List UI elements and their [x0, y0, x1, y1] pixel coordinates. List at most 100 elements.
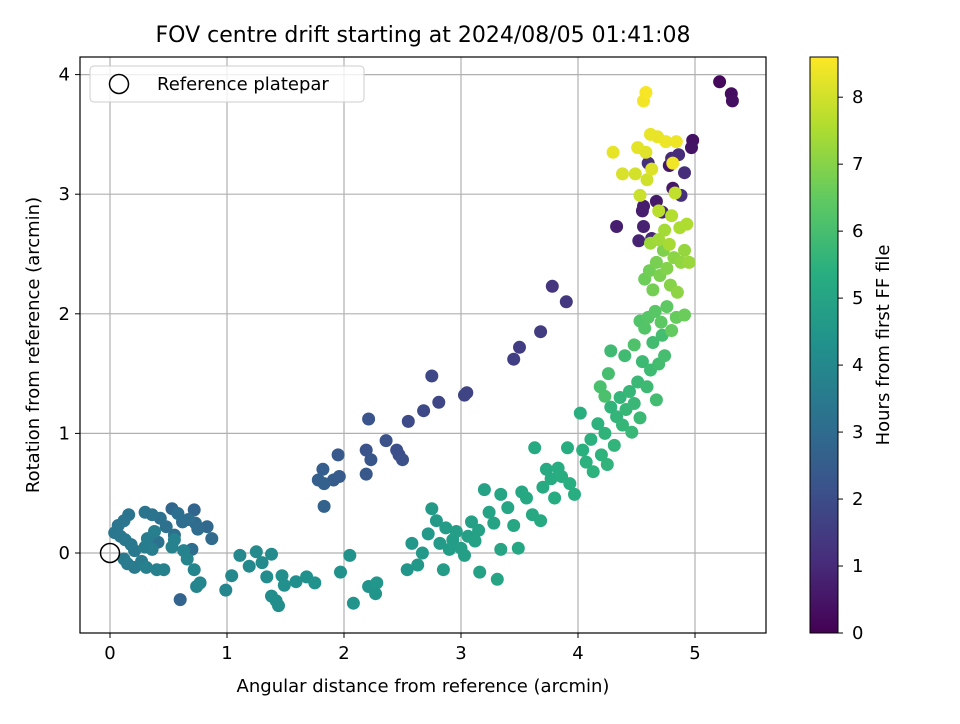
data-point: [316, 462, 330, 476]
data-point: [665, 209, 679, 223]
data-point: [359, 467, 373, 481]
data-point: [187, 503, 201, 517]
x-axis-label: Angular distance from reference (arcmin): [237, 676, 610, 697]
data-point: [171, 507, 185, 520]
data-point: [682, 255, 696, 269]
colorbar-label: Hours from first FF file: [873, 245, 894, 446]
data-point: [458, 388, 471, 402]
data-point: [618, 349, 632, 363]
legend: Reference platepar: [89, 65, 365, 103]
data-point: [563, 477, 577, 491]
data-point: [678, 166, 691, 180]
data-point: [396, 453, 409, 467]
colorbar-tick-label: 0: [852, 623, 863, 644]
data-point: [601, 367, 615, 381]
data-point: [639, 86, 653, 99]
data-point: [128, 544, 142, 558]
data-point: [678, 308, 691, 322]
data-point: [180, 552, 194, 566]
chart-title: FOV centre drift starting at 2024/08/05 …: [156, 23, 691, 48]
data-point: [573, 406, 587, 420]
data-point: [425, 502, 439, 516]
data-point: [138, 505, 152, 519]
data-point: [623, 385, 636, 398]
data-point: [685, 141, 698, 155]
data-point: [359, 443, 373, 457]
data-point: [713, 75, 727, 89]
data-point: [477, 483, 491, 497]
data-point: [548, 491, 562, 505]
data-point: [317, 499, 331, 513]
data-point: [167, 533, 181, 547]
data-point: [432, 395, 446, 409]
data-point: [421, 527, 435, 541]
data-point: [640, 380, 654, 394]
data-point: [633, 188, 647, 202]
data-point: [225, 569, 239, 583]
data-point: [680, 217, 694, 231]
data-point: [507, 352, 521, 366]
data-point: [193, 576, 207, 590]
data-point: [255, 556, 269, 570]
colorbar-gradient: [809, 56, 839, 634]
data-point: [646, 283, 660, 297]
data-point: [579, 455, 593, 469]
data-point: [417, 404, 431, 418]
data-point: [260, 570, 274, 584]
data-point: [598, 389, 612, 403]
data-point: [637, 220, 650, 233]
colorbar-tick-label: 4: [852, 355, 863, 376]
data-point: [346, 596, 360, 610]
colorbar-tick-label: 1: [852, 556, 863, 577]
data-point: [598, 426, 612, 440]
data-point: [458, 548, 471, 562]
legend-label: Reference platepar: [157, 74, 329, 95]
data-point: [635, 204, 649, 218]
data-point: [139, 560, 153, 574]
data-point: [157, 563, 171, 577]
data-point: [545, 279, 559, 293]
data-point: [487, 516, 501, 530]
data-point: [665, 324, 679, 337]
data-point: [277, 578, 291, 592]
data-point: [317, 477, 331, 491]
data-point: [233, 548, 247, 562]
y-tick-label: 1: [59, 423, 70, 444]
data-point: [272, 599, 285, 613]
data-point: [660, 300, 674, 314]
data-point: [436, 563, 450, 577]
data-point: [670, 285, 684, 299]
data-point: [534, 514, 548, 528]
data-point: [494, 487, 508, 501]
plot-frame: [79, 56, 767, 634]
data-point: [559, 295, 573, 309]
data-point: [586, 465, 600, 479]
data-point: [145, 542, 159, 556]
colorbar-tick-label: 6: [852, 221, 863, 242]
data-point: [632, 234, 646, 248]
data-point: [640, 173, 654, 187]
data-point: [604, 400, 618, 414]
y-axis-ticks: 0 1 2 3 4: [59, 65, 80, 564]
data-point: [362, 412, 376, 426]
data-point: [334, 565, 347, 579]
data-point: [468, 534, 482, 548]
data-point: [568, 487, 581, 501]
data-point: [528, 441, 542, 455]
colorbar-tick-label: 3: [852, 422, 863, 443]
x-tick-label: 3: [455, 643, 466, 664]
data-point: [607, 438, 621, 452]
data-point: [513, 340, 526, 354]
data-point: [658, 349, 672, 363]
data-point: [646, 336, 660, 349]
data-point: [308, 576, 322, 590]
data-point: [148, 525, 161, 538]
x-tick-label: 5: [689, 643, 700, 664]
x-axis-ticks: 0 1 2 3 4 5: [104, 633, 701, 664]
data-point: [666, 156, 680, 170]
data-point: [628, 167, 642, 181]
data-point: [648, 304, 662, 318]
data-point: [482, 505, 496, 519]
